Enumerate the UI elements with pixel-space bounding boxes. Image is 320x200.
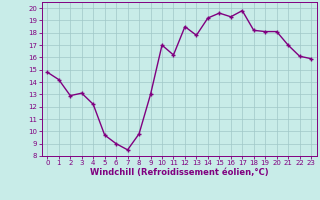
X-axis label: Windchill (Refroidissement éolien,°C): Windchill (Refroidissement éolien,°C)	[90, 168, 268, 177]
